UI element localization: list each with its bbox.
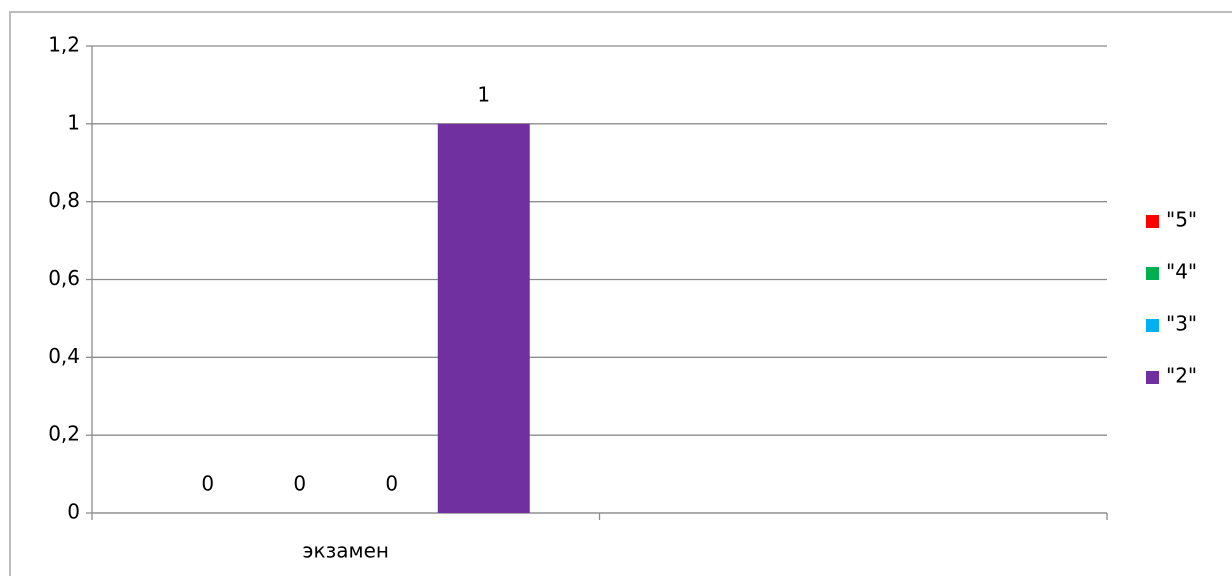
y-tick-label: 0,4 bbox=[48, 344, 80, 368]
y-tick-label: 0,2 bbox=[48, 422, 80, 446]
data-label: 1 bbox=[477, 82, 490, 106]
x-tick-label: экзамен bbox=[303, 539, 389, 563]
y-tick-label: 1 bbox=[67, 110, 80, 134]
legend-swatch bbox=[1146, 371, 1159, 384]
data-label: 0 bbox=[293, 472, 306, 496]
legend-label: "5" bbox=[1166, 208, 1197, 232]
y-tick-label: 1,2 bbox=[48, 33, 80, 57]
legend-label: "3" bbox=[1166, 312, 1197, 336]
chart-border bbox=[9, 11, 1232, 576]
legend-swatch bbox=[1146, 319, 1159, 332]
bar bbox=[437, 123, 530, 513]
data-label: 0 bbox=[201, 472, 214, 496]
legend-swatch bbox=[1146, 215, 1159, 228]
legend-label: "2" bbox=[1166, 364, 1197, 388]
y-tick-label: 0,6 bbox=[48, 266, 80, 290]
y-tick-label: 0,8 bbox=[48, 188, 80, 212]
data-label: 0 bbox=[385, 472, 398, 496]
legend-label: "4" bbox=[1166, 260, 1197, 284]
legend-swatch bbox=[1146, 267, 1159, 280]
y-tick-label: 0 bbox=[67, 500, 80, 524]
